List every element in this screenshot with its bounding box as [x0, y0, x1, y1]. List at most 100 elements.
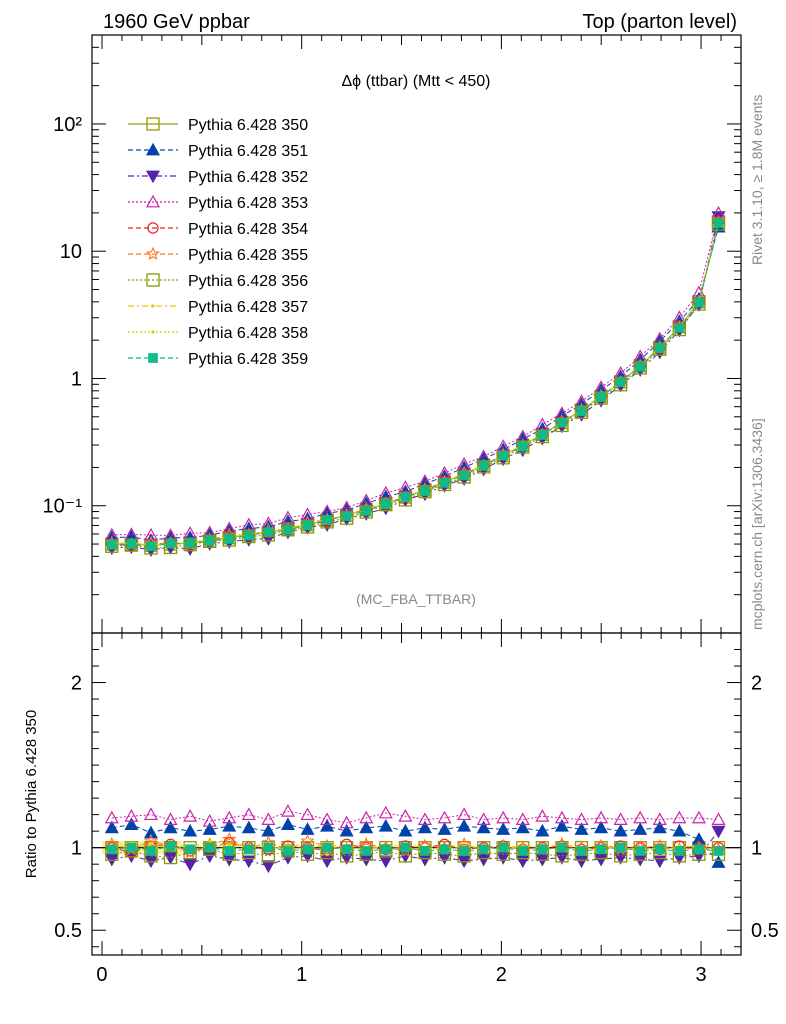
- ratio-series-line: [111, 848, 719, 859]
- main-series-7: [105, 217, 726, 555]
- ratio-series-2: [104, 817, 726, 868]
- main-data-point: [653, 342, 667, 356]
- ratio-data-point: [694, 844, 704, 855]
- ratio-y-tick-label-right: 1: [751, 838, 762, 860]
- ratio-data-point: [437, 810, 452, 824]
- ratio-data-point: [574, 812, 589, 825]
- legend-label: Pythia 6.428 354: [188, 221, 308, 238]
- main-data-point: [457, 456, 472, 470]
- ratio-data-point: [126, 842, 137, 853]
- ratio-data-point: [476, 853, 491, 867]
- ratio-data-point: [420, 846, 430, 856]
- ratio-data-point: [261, 812, 276, 825]
- ratio-data-point: [515, 820, 530, 834]
- main-data-point: [576, 406, 587, 416]
- main-data-point: [146, 541, 156, 552]
- ratio-data-point: [535, 823, 550, 837]
- ratio-data-point: [400, 842, 411, 853]
- ratio-data-point: [417, 812, 432, 825]
- ratio-series-line: [111, 810, 719, 824]
- main-data-point: [418, 485, 432, 499]
- ratio-data-point: [517, 846, 528, 856]
- ratio-data-point: [263, 842, 274, 853]
- ratio-data-point: [143, 825, 158, 839]
- ratio-data-point: [378, 818, 393, 832]
- main-data-point: [574, 405, 589, 419]
- main-series-line: [111, 222, 719, 547]
- main-y-tick-label: 10⁻¹: [43, 496, 83, 518]
- legend-label: Pythia 6.428 358: [188, 325, 308, 342]
- main-series-1: [105, 215, 726, 552]
- header-right-label: Top (parton level): [582, 11, 737, 33]
- main-series-6: [104, 214, 726, 551]
- ratio-data-point: [378, 855, 393, 869]
- ratio-x-tick-label: 0: [96, 964, 107, 986]
- analysis-tag: (MC_FBA_TTBAR): [356, 591, 476, 607]
- main-data-point: [283, 524, 293, 535]
- ratio-data-point: [672, 810, 687, 824]
- ratio-data-point: [711, 825, 726, 839]
- ratio-data-point: [594, 853, 609, 867]
- main-data-point: [126, 539, 137, 549]
- ratio-data-point: [535, 809, 550, 822]
- ratio-data-point: [222, 818, 237, 832]
- main-data-point: [106, 539, 117, 550]
- main-data-point: [517, 441, 528, 452]
- ratio-y-tick-label: 0.5: [54, 920, 82, 942]
- main-y-tick-label: 10: [60, 241, 82, 263]
- ratio-data-point: [398, 809, 413, 822]
- ratio-panel-frame: [91, 632, 742, 956]
- ratio-data-point: [478, 844, 489, 855]
- ratio-data-point: [554, 818, 569, 832]
- ratio-y-axis-label: Ratio to Pythia 6.428 350: [23, 710, 40, 878]
- ratio-data-point: [163, 820, 178, 834]
- ratio-data-point: [711, 855, 726, 868]
- ratio-data-point: [241, 807, 256, 821]
- main-data-point: [654, 343, 665, 353]
- ratio-data-point: [143, 807, 158, 821]
- ratio-data-point: [574, 822, 589, 835]
- legend-label: Pythia 6.428 357: [188, 299, 308, 316]
- legend-marker: [151, 304, 155, 308]
- ratio-data-point: [163, 852, 178, 865]
- ratio-tick-labels: 0.5 0.5 1 1 2 2 0 1 2 3: [54, 673, 779, 986]
- main-data-point: [224, 534, 235, 544]
- main-y-tick-label: 1: [71, 368, 82, 390]
- legend-label: Pythia 6.428 352: [188, 169, 308, 186]
- ratio-series-10: [106, 841, 724, 856]
- main-data-point: [400, 492, 411, 502]
- main-data-point: [537, 430, 548, 440]
- ratio-data-point: [496, 852, 511, 865]
- main-y-tick-label: 10²: [53, 114, 82, 136]
- legend-marker: [148, 353, 158, 363]
- ratio-data-point: [202, 814, 217, 827]
- ratio-data-point: [104, 820, 119, 834]
- main-data-point: [694, 297, 704, 308]
- ratio-data-point: [711, 812, 726, 825]
- ratio-data-point: [437, 822, 452, 835]
- ratio-series-4: [104, 804, 726, 829]
- rivet-label: Rivet 3.1.10, ≥ 1.8M events: [749, 95, 765, 265]
- main-series-5: [106, 216, 725, 552]
- legend-label: Pythia 6.428 356: [188, 273, 308, 290]
- ratio-axis-ticks: [92, 649, 741, 948]
- ratio-data-point: [222, 831, 237, 846]
- main-data-point: [222, 533, 236, 547]
- ratio-series-line: [111, 845, 719, 852]
- main-data-point: [302, 520, 313, 531]
- main-data-point: [361, 506, 372, 516]
- main-y-tick-labels: 10⁻¹ 1 10 10²: [43, 114, 83, 518]
- ratio-data-point: [713, 846, 724, 856]
- ratio-data-point: [398, 823, 413, 837]
- ratio-data-point: [652, 812, 667, 825]
- legend-label: Pythia 6.428 353: [188, 195, 308, 212]
- ratio-data-point: [300, 807, 315, 821]
- main-data-point: [459, 470, 469, 481]
- ratio-x-tick-label: 1: [296, 964, 307, 986]
- ratio-data-point: [594, 810, 609, 824]
- main-data-point: [243, 530, 254, 541]
- main-data-point: [204, 535, 215, 546]
- main-data-point: [183, 537, 197, 552]
- ratio-data-point: [359, 820, 374, 834]
- ratio-data-point: [339, 815, 354, 829]
